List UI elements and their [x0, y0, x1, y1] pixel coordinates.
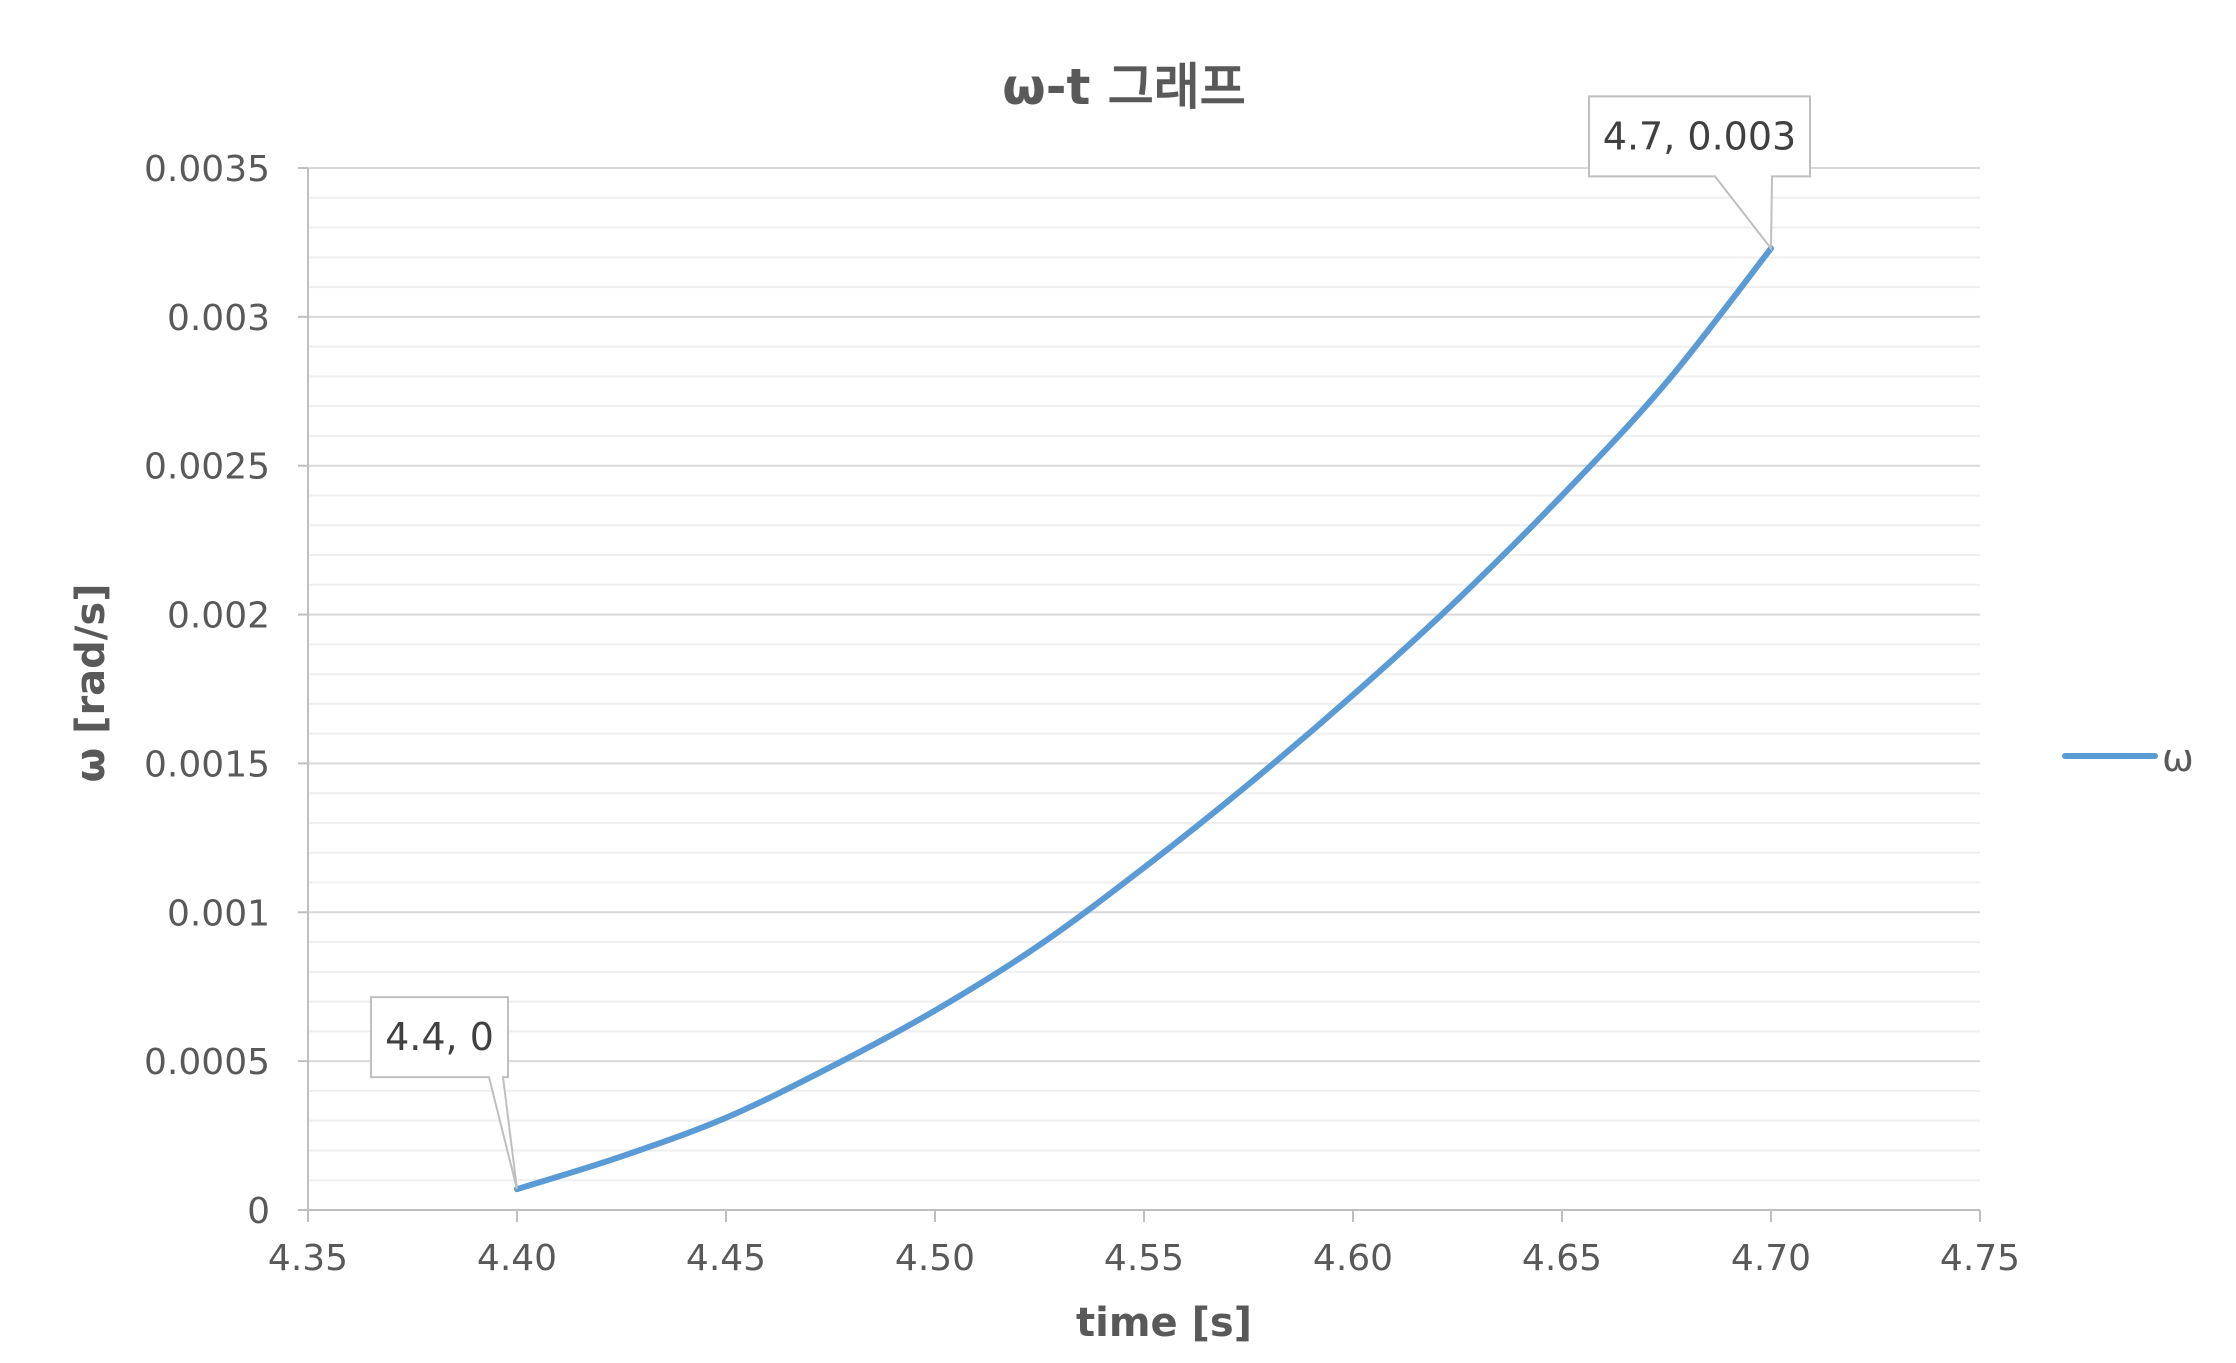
y-tick-label: 0.0025 [144, 447, 270, 488]
legend-label: ω [2162, 736, 2194, 780]
annotations: 4.4, 0 4.7, 0.003 [370, 95, 1811, 1190]
y-tick-label: 0.0015 [144, 744, 270, 785]
tick-labels: 0 0.0005 0.001 0.0015 0.002 0.0025 0.003 0.0035… [144, 149, 2020, 1279]
chart-title: ω-t 그래프 [1002, 58, 1246, 116]
callout-label: 4.4, 0 [385, 1015, 494, 1059]
x-tick-label: 4.35 [268, 1238, 348, 1279]
y-tick-label: 0.0005 [144, 1042, 270, 1083]
x-tick-label: 4.60 [1313, 1238, 1393, 1279]
x-axis-title: time [s] [1076, 1300, 1252, 1346]
series-line-omega [514, 245, 1774, 1193]
series [514, 245, 1774, 1193]
callout-label: 4.7, 0.003 [1603, 114, 1796, 158]
x-tick-label: 4.75 [1940, 1238, 2020, 1279]
y-tick-label: 0 [247, 1191, 270, 1232]
data-callout: 4.7, 0.003 [1588, 95, 1811, 252]
legend: ω [2062, 736, 2194, 780]
callout-box [370, 996, 518, 1190]
data-callout: 4.4, 0 [370, 996, 518, 1190]
callout-box [1588, 95, 1811, 252]
y-tick-label: 0.001 [167, 893, 270, 934]
x-tick-label: 4.40 [477, 1238, 557, 1279]
x-tick-label: 4.55 [1104, 1238, 1184, 1279]
y-tick-label: 0.003 [167, 298, 270, 339]
x-tick-label: 4.50 [895, 1238, 975, 1279]
x-tick-label: 4.65 [1522, 1238, 1602, 1279]
y-tick-label: 0.0035 [144, 149, 270, 190]
y-axis-title: ω [rad/s] [68, 583, 114, 782]
axes [298, 167, 1981, 1222]
grid-lines [308, 167, 1980, 1182]
y-tick-label: 0.002 [167, 596, 270, 637]
x-tick-label: 4.70 [1731, 1238, 1811, 1279]
x-tick-label: 4.45 [686, 1238, 766, 1279]
